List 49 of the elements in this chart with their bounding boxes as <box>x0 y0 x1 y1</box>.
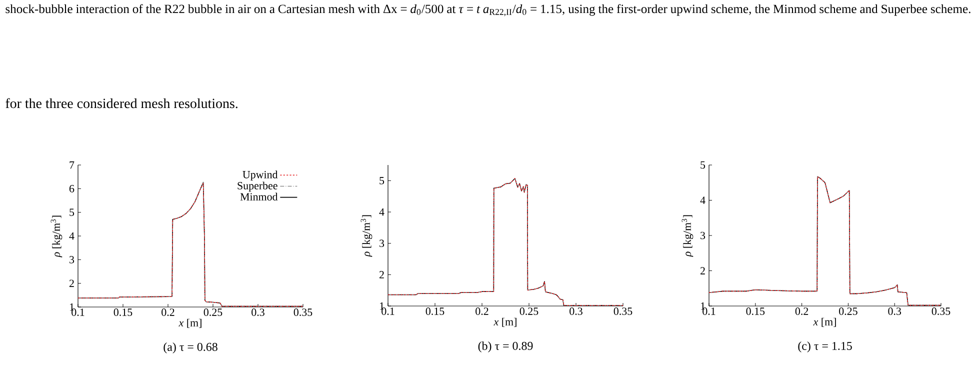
x-tick-label: 0.1 <box>702 308 716 315</box>
text: shock-bubble interaction of the R22 bubble in air on a Cartesian mesh with Δx = d$_{0}$/500 at τ = t a$_{R22,II}$/d$_{0}$ = 1.15, using the first-order upwind scheme, the Minmod scheme and Superbee scheme. <box>6 4 970 16</box>
legend-label: Minmod <box>240 192 278 200</box>
x-tick-label: 0.1 <box>72 308 84 316</box>
x-axis-title: x [m] <box>813 318 836 327</box>
text: (b) τ = 0.89 <box>478 342 533 352</box>
y-tick-label: 4 <box>379 208 384 216</box>
y-axis-title: ρ [kg/m$^{3}$] <box>682 215 694 257</box>
y-tick-label: 2 <box>700 267 705 274</box>
y-tick-label: 1 <box>380 302 384 310</box>
text: for the three considered mesh resolutions. <box>6 98 238 108</box>
y-tick-label: 4 <box>700 196 706 204</box>
y-axis-title: ρ [kg/m$^{3}$] <box>50 216 62 258</box>
y-axis-title: ρ [kg/m$^{3}$] <box>360 215 372 257</box>
x-tick-label: 0.15 <box>426 308 444 315</box>
x-tick-label: 0.1 <box>382 308 394 315</box>
y-tick-label: 3 <box>700 232 706 240</box>
legend-label: Upwind <box>242 170 278 181</box>
x-tick-label: 0.3 <box>570 308 582 315</box>
y-tick-label: 5 <box>700 161 706 169</box>
x-tick-label: 0.35 <box>294 308 312 316</box>
x-tick-label: 0.25 <box>520 308 538 315</box>
text: (a) τ = 0.68 <box>164 342 218 354</box>
y-tick-label: 1 <box>700 302 705 310</box>
x-tick-label: 0.25 <box>839 308 858 315</box>
x-tick-label: 0.25 <box>204 308 222 316</box>
x-tick-label: 0.2 <box>162 308 174 316</box>
x-tick-label: 0.2 <box>795 308 808 315</box>
y-tick-label: 6 <box>69 184 74 192</box>
y-tick-label: 3 <box>70 256 74 264</box>
x-axis-title: x [m] <box>494 318 516 327</box>
x-tick-label: 0.35 <box>614 308 632 315</box>
x-tick-label: 0.15 <box>114 308 132 316</box>
y-tick-label: 5 <box>70 208 74 216</box>
x-axis-title: x [m] <box>178 318 202 328</box>
y-tick-label: 1 <box>70 303 74 311</box>
x-tick-label: 0.35 <box>932 308 950 315</box>
y-tick-label: 2 <box>69 280 74 287</box>
text: (c) τ = 1.15 <box>798 342 852 352</box>
legend-label: Superbee <box>238 182 278 192</box>
x-tick-label: 0.3 <box>888 308 902 315</box>
x-tick-label: 0.2 <box>476 308 488 315</box>
y-tick-label: 7 <box>70 161 74 169</box>
y-tick-label: 2 <box>379 271 384 278</box>
y-tick-label: 4 <box>69 232 74 240</box>
y-tick-label: 3 <box>380 240 384 248</box>
y-tick-label: 5 <box>380 177 384 184</box>
x-tick-label: 0.3 <box>252 308 264 316</box>
x-tick-label: 0.15 <box>746 308 765 315</box>
